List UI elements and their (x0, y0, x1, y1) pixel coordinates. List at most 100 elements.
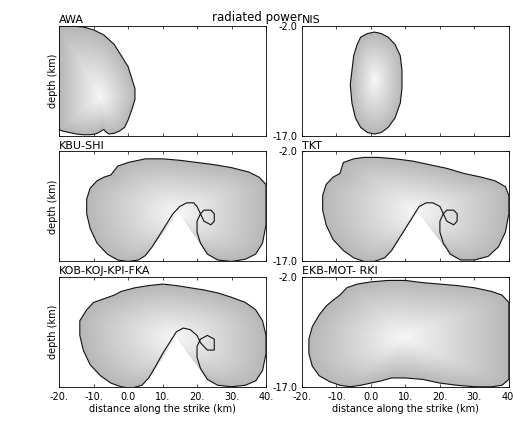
Polygon shape (356, 44, 395, 120)
Polygon shape (145, 320, 206, 354)
Polygon shape (176, 211, 180, 213)
Polygon shape (77, 56, 120, 119)
Polygon shape (381, 191, 451, 230)
Polygon shape (353, 38, 398, 127)
Polygon shape (146, 194, 209, 229)
Polygon shape (318, 286, 499, 382)
Polygon shape (327, 160, 504, 259)
Polygon shape (172, 208, 185, 216)
Polygon shape (396, 199, 437, 222)
Polygon shape (330, 293, 485, 375)
Polygon shape (79, 60, 119, 117)
Polygon shape (87, 159, 266, 261)
Polygon shape (361, 312, 451, 359)
Polygon shape (150, 323, 201, 351)
Polygon shape (384, 326, 425, 347)
Polygon shape (371, 71, 379, 89)
Polygon shape (169, 207, 187, 217)
Polygon shape (131, 312, 219, 361)
Polygon shape (125, 309, 223, 364)
Text: NIS: NIS (302, 15, 321, 25)
Polygon shape (375, 187, 458, 234)
Polygon shape (316, 284, 501, 383)
Polygon shape (328, 292, 488, 377)
Polygon shape (355, 40, 397, 125)
Polygon shape (164, 204, 192, 219)
Polygon shape (82, 65, 116, 114)
Y-axis label: depth (km): depth (km) (48, 179, 58, 234)
Polygon shape (139, 189, 216, 233)
Polygon shape (365, 61, 386, 101)
Polygon shape (337, 298, 478, 372)
Y-axis label: depth (km): depth (km) (48, 305, 58, 359)
Polygon shape (60, 28, 134, 134)
Polygon shape (123, 180, 231, 242)
Text: TKT: TKT (302, 141, 322, 151)
Polygon shape (399, 334, 409, 340)
Polygon shape (94, 87, 105, 103)
Polygon shape (415, 209, 419, 212)
X-axis label: distance along the strike (km): distance along the strike (km) (332, 404, 479, 414)
Polygon shape (93, 85, 106, 104)
Polygon shape (128, 183, 227, 239)
Polygon shape (398, 200, 435, 221)
Polygon shape (149, 195, 207, 228)
Polygon shape (371, 317, 440, 354)
Polygon shape (364, 59, 386, 103)
Polygon shape (351, 173, 481, 246)
Polygon shape (356, 309, 456, 362)
Polygon shape (366, 63, 384, 99)
Polygon shape (369, 68, 381, 93)
Polygon shape (133, 185, 222, 237)
Polygon shape (396, 333, 412, 341)
Polygon shape (363, 58, 387, 104)
Polygon shape (64, 35, 131, 130)
Polygon shape (89, 160, 264, 260)
Polygon shape (373, 319, 438, 353)
Polygon shape (152, 324, 198, 350)
Polygon shape (335, 296, 480, 373)
Polygon shape (400, 201, 433, 220)
Polygon shape (354, 39, 398, 126)
Polygon shape (368, 183, 465, 237)
Polygon shape (104, 297, 244, 375)
Polygon shape (359, 49, 392, 115)
Polygon shape (375, 320, 435, 352)
Polygon shape (111, 302, 237, 371)
Polygon shape (360, 51, 391, 112)
Polygon shape (89, 77, 110, 108)
Polygon shape (162, 203, 194, 221)
Polygon shape (403, 203, 431, 218)
Polygon shape (62, 31, 133, 132)
Polygon shape (72, 49, 124, 122)
Polygon shape (358, 48, 393, 116)
Polygon shape (392, 330, 417, 343)
Polygon shape (360, 179, 472, 241)
Polygon shape (103, 168, 251, 253)
Polygon shape (76, 55, 121, 120)
Polygon shape (99, 95, 101, 98)
Polygon shape (387, 327, 422, 346)
Polygon shape (390, 329, 419, 344)
Polygon shape (59, 26, 135, 135)
Polygon shape (61, 30, 133, 133)
Polygon shape (363, 313, 448, 358)
Polygon shape (135, 187, 220, 236)
Polygon shape (353, 175, 479, 245)
Polygon shape (121, 307, 228, 367)
Polygon shape (157, 326, 194, 347)
Polygon shape (95, 88, 105, 102)
Polygon shape (70, 46, 125, 125)
Polygon shape (151, 196, 205, 227)
Polygon shape (362, 56, 388, 107)
Polygon shape (71, 48, 124, 123)
Polygon shape (341, 168, 490, 251)
Polygon shape (81, 63, 117, 115)
Polygon shape (325, 290, 490, 378)
Polygon shape (365, 62, 385, 100)
Polygon shape (86, 72, 113, 110)
Polygon shape (351, 33, 401, 133)
Polygon shape (87, 74, 112, 109)
Polygon shape (99, 295, 248, 378)
Polygon shape (366, 314, 446, 357)
